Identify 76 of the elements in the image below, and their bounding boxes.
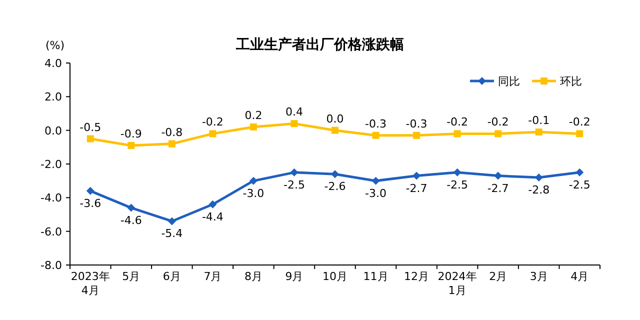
point [86, 186, 94, 195]
point [208, 200, 217, 208]
data-label: -2.5 [446, 178, 468, 192]
x-tick-label: 3月 [530, 270, 548, 283]
x-tick-label: 5月 [122, 270, 140, 283]
x-tick-label: 2024年 1月 [438, 270, 477, 297]
y-axis-title: (%) [45, 39, 65, 52]
x-tick-label: 2023年 4月 [70, 270, 110, 297]
point [209, 130, 216, 138]
point [534, 173, 543, 182]
y-tick-label: 0.0 [44, 124, 62, 138]
data-label: -2.5 [283, 178, 305, 192]
point [250, 123, 257, 130]
data-label: -0.2 [446, 116, 468, 129]
point [290, 120, 298, 128]
data-label: -0.2 [568, 116, 590, 129]
data-label: -5.4 [161, 227, 183, 240]
point [168, 217, 176, 226]
data-label: -2.8 [528, 183, 550, 196]
point [453, 168, 462, 176]
y-tick-label: -6.0 [40, 225, 62, 238]
data-label: -0.2 [487, 116, 509, 129]
data-label: -0.2 [202, 116, 224, 129]
x-tick-label: 4月 [570, 270, 589, 283]
data-label: -2.6 [324, 180, 346, 194]
legend-label: 环比 [560, 75, 582, 88]
point [128, 142, 135, 149]
point [127, 204, 136, 212]
point [494, 130, 502, 138]
data-label: 0.2 [244, 108, 262, 122]
y-tick-label: -8.0 [40, 259, 62, 272]
point [576, 168, 584, 176]
point [372, 132, 380, 139]
point [413, 132, 420, 139]
data-label: -4.4 [202, 210, 224, 224]
legend-label: 同比 [498, 75, 520, 88]
point [576, 130, 584, 138]
x-tick-label: 6月 [162, 270, 181, 283]
data-label: -2.7 [487, 182, 509, 195]
x-tick-label: 12月 [404, 270, 430, 283]
point [168, 140, 176, 148]
data-label: -3.0 [365, 186, 387, 200]
point [290, 168, 298, 176]
data-label: 0.0 [326, 112, 344, 126]
y-tick-label: 2.0 [44, 90, 62, 104]
chart-title: 工业生产者出厂价格涨跌幅 [235, 36, 404, 53]
point [86, 135, 94, 142]
y-tick-label: -4.0 [40, 192, 62, 205]
x-tick-label: 8月 [244, 270, 262, 283]
x-tick-label: 7月 [204, 270, 222, 283]
data-label: -0.1 [528, 114, 550, 128]
data-label: -4.6 [120, 214, 142, 227]
x-tick-label: 9月 [285, 270, 304, 283]
data-label: -0.8 [161, 126, 183, 139]
point [332, 126, 338, 134]
data-label: -3.0 [242, 186, 264, 200]
y-tick-label: -2.0 [40, 158, 62, 171]
point [494, 172, 502, 180]
data-label: -0.3 [406, 117, 428, 130]
point [249, 176, 258, 185]
data-label: 0.4 [285, 106, 303, 119]
point [331, 170, 339, 178]
data-label: -3.6 [80, 196, 102, 210]
data-label: -0.3 [365, 117, 387, 130]
point [412, 172, 421, 180]
x-tick-label: 2月 [489, 270, 508, 283]
data-label: -0.5 [80, 120, 102, 134]
y-tick-label: 4.0 [44, 57, 62, 70]
x-tick-label: 10月 [322, 270, 348, 283]
point [454, 130, 461, 138]
point [535, 128, 542, 136]
data-label: -2.5 [568, 178, 590, 192]
point [372, 176, 380, 185]
data-label: -2.7 [406, 182, 428, 195]
x-tick-label: 11月 [363, 270, 388, 283]
data-label: -0.9 [120, 127, 142, 140]
